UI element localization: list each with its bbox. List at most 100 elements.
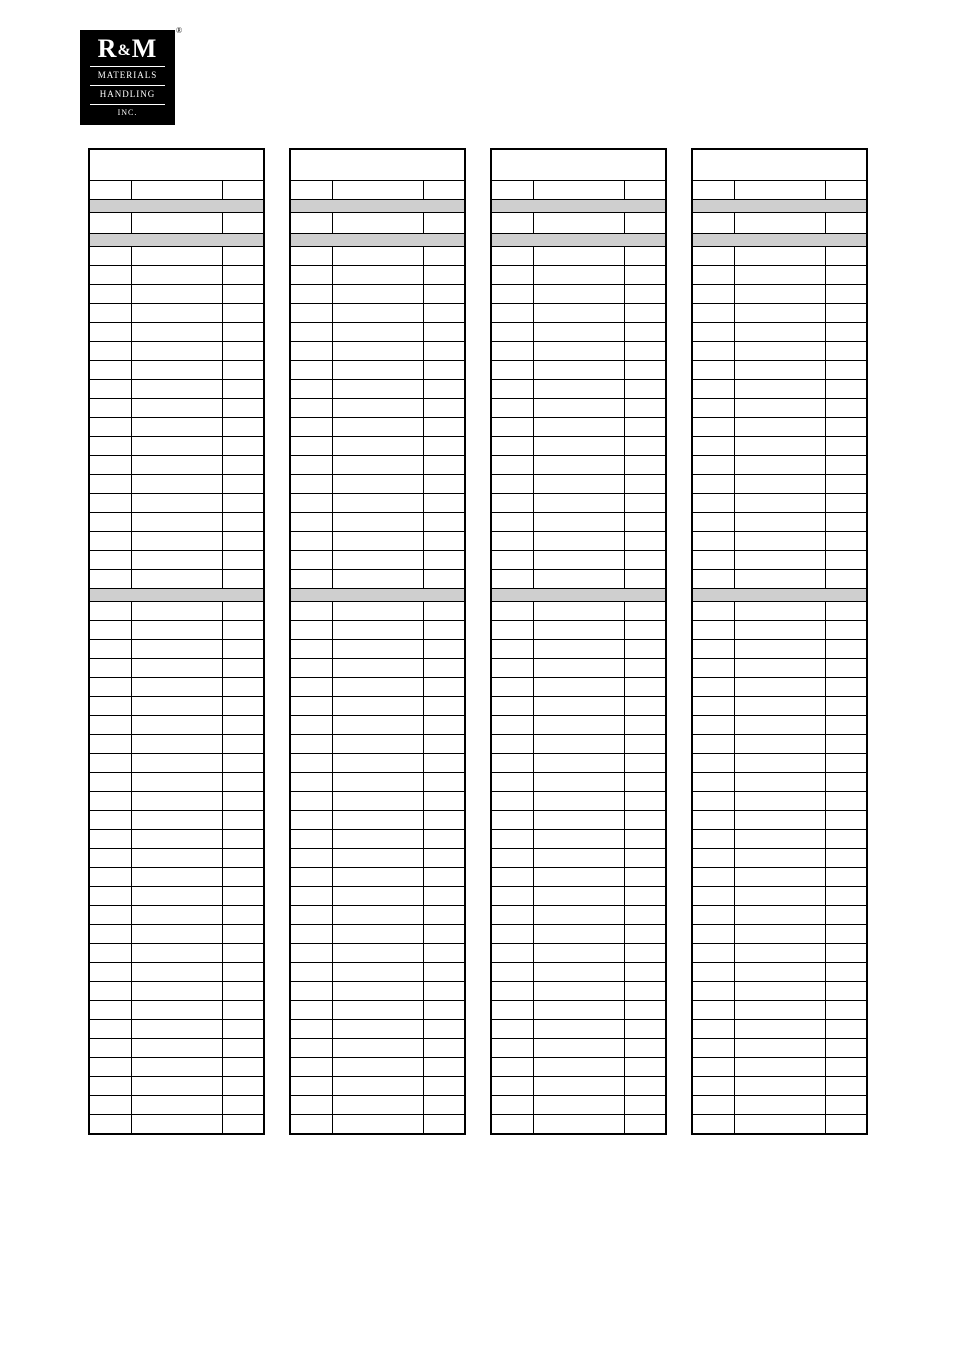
table-cell: [624, 792, 666, 811]
table-cell: [89, 811, 131, 830]
table-row: [491, 475, 666, 494]
table-cell: [332, 963, 423, 982]
table-cell: [692, 773, 734, 792]
table-cell: [533, 213, 624, 234]
table-cell: [825, 887, 867, 906]
table-cell: [692, 1058, 734, 1077]
table-cell: [692, 982, 734, 1001]
table-cell: [332, 551, 423, 570]
table-cell: [533, 602, 624, 621]
table-cell: [222, 944, 264, 963]
table-cell: [89, 716, 131, 735]
table-row: [290, 323, 465, 342]
table-cell: [290, 1077, 332, 1096]
table-cell: [624, 1096, 666, 1115]
table-cell: [692, 513, 734, 532]
table-cell: [734, 773, 825, 792]
table-cell: [734, 418, 825, 437]
table-cell: [290, 811, 332, 830]
table-cell: [825, 361, 867, 380]
table-cell: [734, 849, 825, 868]
table-row: [290, 437, 465, 456]
table-cell: [423, 1020, 465, 1039]
table-row: [89, 323, 264, 342]
table-cell: [290, 1115, 332, 1135]
table-row: [692, 418, 867, 437]
table-cell: [692, 589, 867, 602]
table-cell: [131, 602, 222, 621]
table-cell: [825, 513, 867, 532]
table-row: [89, 906, 264, 925]
table-cell: [222, 285, 264, 304]
table-cell: [131, 659, 222, 678]
table-cell: [533, 963, 624, 982]
table-cell: [491, 494, 533, 513]
table-cell: [131, 361, 222, 380]
table-cell: [624, 304, 666, 323]
table-cell: [692, 149, 867, 181]
table-cell: [290, 963, 332, 982]
table-cell: [290, 887, 332, 906]
table-cell: [332, 811, 423, 830]
table-cell: [734, 754, 825, 773]
table-cell: [222, 697, 264, 716]
table-row: [692, 247, 867, 266]
table-cell: [423, 602, 465, 621]
table-cell: [825, 621, 867, 640]
table-cell: [131, 944, 222, 963]
table-cell: [825, 982, 867, 1001]
table-cell: [89, 963, 131, 982]
table-cell: [491, 659, 533, 678]
table-cell: [89, 982, 131, 1001]
table-row: [89, 830, 264, 849]
table-cell: [222, 887, 264, 906]
table-cell: [734, 982, 825, 1001]
table-cell: [692, 1001, 734, 1020]
table-cell: [533, 697, 624, 716]
table-cell: [290, 678, 332, 697]
table-row: [491, 754, 666, 773]
table-row: [692, 887, 867, 906]
table-row: [692, 380, 867, 399]
table-cell: [825, 342, 867, 361]
table-cell: [423, 213, 465, 234]
table-row: [491, 963, 666, 982]
table-cell: [491, 697, 533, 716]
table-cell: [222, 1039, 264, 1058]
table-cell: [89, 887, 131, 906]
table-cell: [533, 811, 624, 830]
table-row: [290, 982, 465, 1001]
table-cell: [290, 149, 465, 181]
table-cell: [533, 532, 624, 551]
table-cell: [332, 1058, 423, 1077]
table-cell: [131, 678, 222, 697]
table-cell: [222, 532, 264, 551]
table-cell: [692, 830, 734, 849]
table-cell: [692, 697, 734, 716]
table-cell: [290, 1039, 332, 1058]
table-cell: [290, 266, 332, 285]
table-cell: [423, 1077, 465, 1096]
table-cell: [692, 456, 734, 475]
table-cell: [89, 475, 131, 494]
table-cell: [533, 659, 624, 678]
table-row: [89, 399, 264, 418]
table-row: [491, 640, 666, 659]
table-cell: [491, 399, 533, 418]
table-cell: [692, 792, 734, 811]
table-cell: [222, 735, 264, 754]
table-cell: [89, 285, 131, 304]
table-cell: [89, 602, 131, 621]
table-cell: [734, 1020, 825, 1039]
table-cell: [131, 399, 222, 418]
table-row: [491, 361, 666, 380]
table-row: [290, 811, 465, 830]
table-cell: [222, 380, 264, 399]
table-cell: [222, 399, 264, 418]
table-row: [491, 868, 666, 887]
table-cell: [491, 380, 533, 399]
table-row: [290, 513, 465, 532]
table-cell: [734, 213, 825, 234]
table-row: [692, 944, 867, 963]
table-cell: [423, 1096, 465, 1115]
